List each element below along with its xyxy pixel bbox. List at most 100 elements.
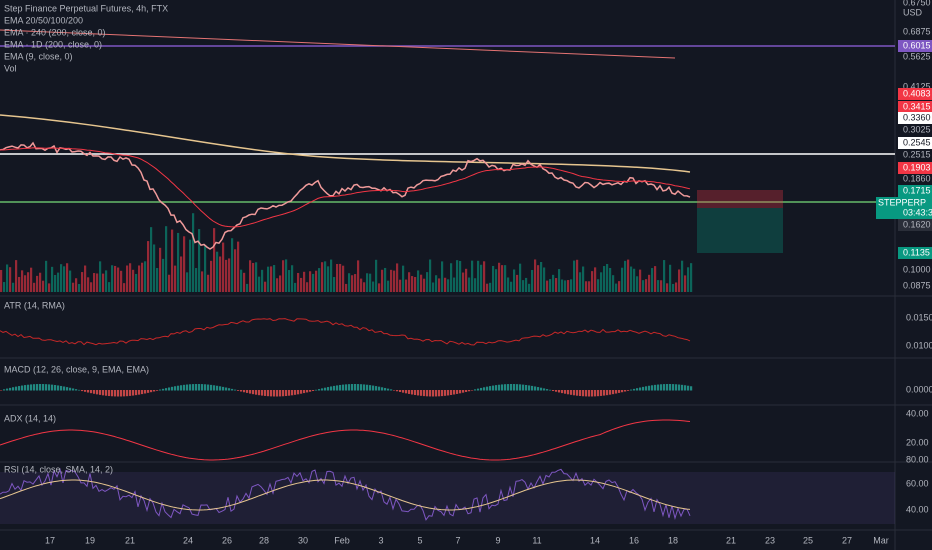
- macd-bar: [69, 387, 72, 391]
- volume-bar: [120, 270, 123, 292]
- macd-bar: [480, 387, 483, 391]
- volume-bar: [630, 266, 633, 292]
- time-label: 26: [222, 535, 232, 545]
- macd-bar: [639, 387, 642, 391]
- volume-bar: [387, 280, 390, 292]
- macd-bar: [21, 385, 24, 391]
- volume-bar: [483, 261, 486, 292]
- price-badge: [898, 101, 932, 113]
- macd-bar: [438, 390, 441, 397]
- macd-bar: [12, 387, 15, 391]
- macd-bar: [486, 386, 489, 391]
- volume-bar: [24, 275, 27, 292]
- price-label: 0.6875: [903, 26, 931, 36]
- macd-bar: [270, 390, 273, 397]
- macd-bar: [156, 390, 159, 391]
- macd-bar: [138, 390, 141, 395]
- macd-bar: [207, 384, 210, 391]
- time-label: 9: [495, 535, 500, 545]
- macd-bar: [540, 387, 543, 391]
- volume-bar: [159, 247, 162, 292]
- volume-bar: [672, 283, 675, 292]
- volume-bar: [510, 281, 513, 292]
- volume-bar: [39, 272, 42, 292]
- pane-scale-label: 40.00: [906, 408, 929, 418]
- volume-bar: [573, 260, 576, 292]
- volume-bar: [438, 278, 441, 292]
- volume-bar: [360, 278, 363, 292]
- volume-bar: [237, 241, 240, 292]
- volume-bar: [30, 267, 33, 292]
- volume-bar: [657, 280, 660, 292]
- macd-bar: [318, 389, 321, 391]
- volume-bar: [228, 258, 231, 292]
- pane-scale-label: 0.0000: [906, 384, 932, 394]
- macd-bar: [108, 390, 111, 397]
- rsi-band: [0, 472, 895, 524]
- volume-bar: [426, 272, 429, 292]
- volume-bar: [96, 273, 99, 292]
- macd-bar: [309, 390, 312, 392]
- adx-line: [0, 419, 691, 461]
- volume-bar: [147, 241, 150, 292]
- labels: Step Finance Perpetual Futures, 4h, FTX E…: [4, 0, 932, 545]
- macd-bar: [15, 386, 18, 391]
- volume-bar: [546, 280, 549, 292]
- volume-bar: [33, 282, 36, 292]
- macd-bar: [339, 384, 342, 391]
- macd-bar: [531, 385, 534, 391]
- macd-bar: [165, 388, 168, 391]
- volume-bar: [372, 281, 375, 292]
- volume-bar: [87, 277, 90, 292]
- macd-bar: [216, 385, 219, 391]
- pane-scale-label: 0.0100: [906, 340, 932, 350]
- macd-bar: [177, 385, 180, 391]
- time-label: 19: [85, 535, 95, 545]
- volume-bar: [651, 268, 654, 292]
- atr-line: [0, 318, 691, 346]
- macd-bar: [558, 390, 561, 393]
- macd-bar: [246, 390, 249, 393]
- volume-bar: [558, 269, 561, 292]
- macd-bar: [447, 390, 450, 396]
- time-label: Mar: [873, 535, 889, 545]
- volume-bar: [216, 251, 219, 292]
- volume-bar: [666, 283, 669, 292]
- macd-bar: [576, 390, 579, 396]
- macd-bar: [57, 385, 60, 391]
- volume-bar: [273, 265, 276, 292]
- volume-bar: [690, 263, 693, 292]
- macd-bar: [60, 385, 63, 391]
- time-label: 16: [629, 535, 639, 545]
- macd-bar: [123, 390, 126, 397]
- macd-bar: [39, 384, 42, 391]
- volume-bar: [324, 261, 327, 292]
- chart-title: Step Finance Perpetual Futures, 4h, FTX: [4, 3, 168, 13]
- time-label: 11: [532, 535, 541, 545]
- volume-bar: [486, 283, 489, 292]
- macd-bar: [321, 388, 324, 391]
- pane-label: MACD (12, 26, close, 9, EMA, EMA): [4, 364, 149, 374]
- volume-bar: [231, 238, 234, 292]
- macd-bar: [633, 388, 636, 391]
- macd-bar: [264, 390, 267, 396]
- volume-bar: [540, 261, 543, 292]
- macd-bar: [231, 388, 234, 391]
- macd-bar: [585, 390, 588, 397]
- volume-bar: [318, 268, 321, 292]
- price-label: 0.4083: [903, 88, 931, 98]
- macd-bar: [282, 390, 285, 397]
- pane-label: ATR (14, RMA): [4, 300, 65, 310]
- macd-bar: [669, 384, 672, 391]
- volume-bar: [453, 277, 456, 292]
- macd-bar: [36, 384, 39, 391]
- volume-bar: [615, 283, 618, 292]
- volume-bar: [621, 267, 624, 292]
- macd-bar: [522, 384, 525, 391]
- volume-bar: [585, 281, 588, 292]
- macd-bar: [357, 384, 360, 391]
- countdown: 03:43:31: [903, 207, 932, 217]
- macd-bar: [48, 384, 51, 391]
- volume-bar: [69, 270, 72, 292]
